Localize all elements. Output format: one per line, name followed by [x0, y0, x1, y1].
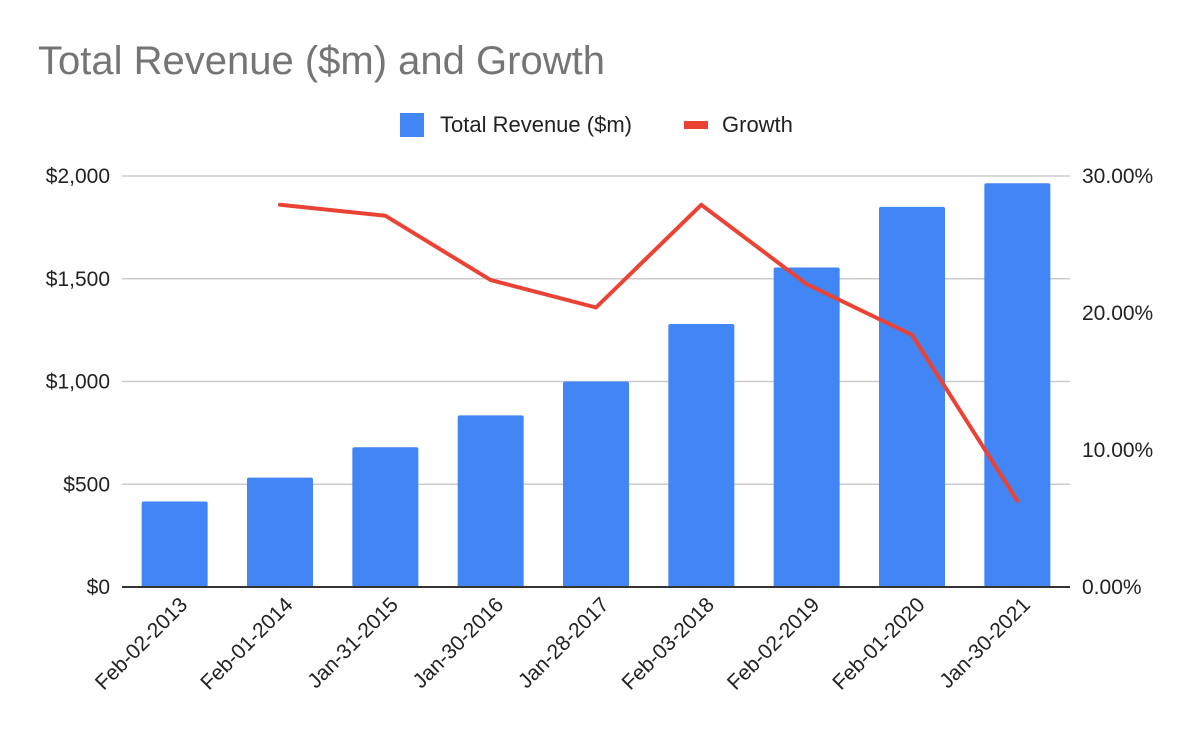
x-tick-label: Jan-30-2016	[409, 593, 509, 693]
revenue-bar	[668, 323, 735, 587]
legend-label-growth: Growth	[722, 112, 793, 137]
legend-label-revenue: Total Revenue ($m)	[440, 112, 632, 137]
right-tick-label: 20.00%	[1082, 302, 1153, 325]
left-tick-label: $500	[63, 473, 110, 496]
revenue-bar	[247, 477, 313, 587]
left-axis-ticks: $0 $500 $1,000 $1,500 $2,000	[46, 165, 110, 599]
left-tick-label: $0	[87, 576, 110, 599]
x-tick-label: Feb-03-2018	[618, 593, 719, 694]
revenue-bars	[141, 183, 1051, 587]
x-tick-label: Feb-01-2014	[196, 593, 298, 695]
left-tick-label: $1,000	[46, 371, 110, 394]
x-tick-label: Feb-01-2020	[828, 593, 929, 694]
chart-title: Total Revenue ($m) and Growth	[38, 39, 605, 83]
legend: Total Revenue ($m) Growth	[400, 112, 793, 137]
revenue-bar	[984, 183, 1051, 587]
x-tick-label: Jan-28-2017	[514, 593, 614, 693]
x-axis-ticks: Feb-02-2013 Feb-01-2014 Jan-31-2015 Jan-30-…	[91, 593, 1035, 695]
right-tick-label: 30.00%	[1082, 165, 1153, 188]
revenue-bar	[879, 206, 945, 587]
left-tick-label: $2,000	[46, 165, 110, 188]
x-tick-label: Feb-02-2013	[91, 593, 192, 694]
revenue-bar	[457, 415, 524, 587]
legend-swatch-revenue	[400, 113, 424, 137]
x-tick-label: Jan-31-2015	[303, 593, 403, 693]
growth-line	[278, 202, 1020, 503]
revenue-bar	[563, 381, 629, 587]
left-tick-label: $1,500	[46, 268, 110, 291]
right-axis-ticks: 0.00% 10.00% 20.00% 30.00%	[1082, 165, 1153, 599]
legend-swatch-growth	[684, 121, 708, 129]
right-tick-label: 0.00%	[1082, 576, 1142, 599]
x-tick-label: Feb-02-2019	[723, 593, 824, 694]
revenue-bar	[141, 501, 208, 587]
revenue-bar	[773, 267, 840, 587]
right-tick-label: 10.00%	[1082, 439, 1153, 462]
revenue-bar	[352, 447, 419, 587]
x-tick-label: Jan-30-2021	[935, 593, 1035, 693]
